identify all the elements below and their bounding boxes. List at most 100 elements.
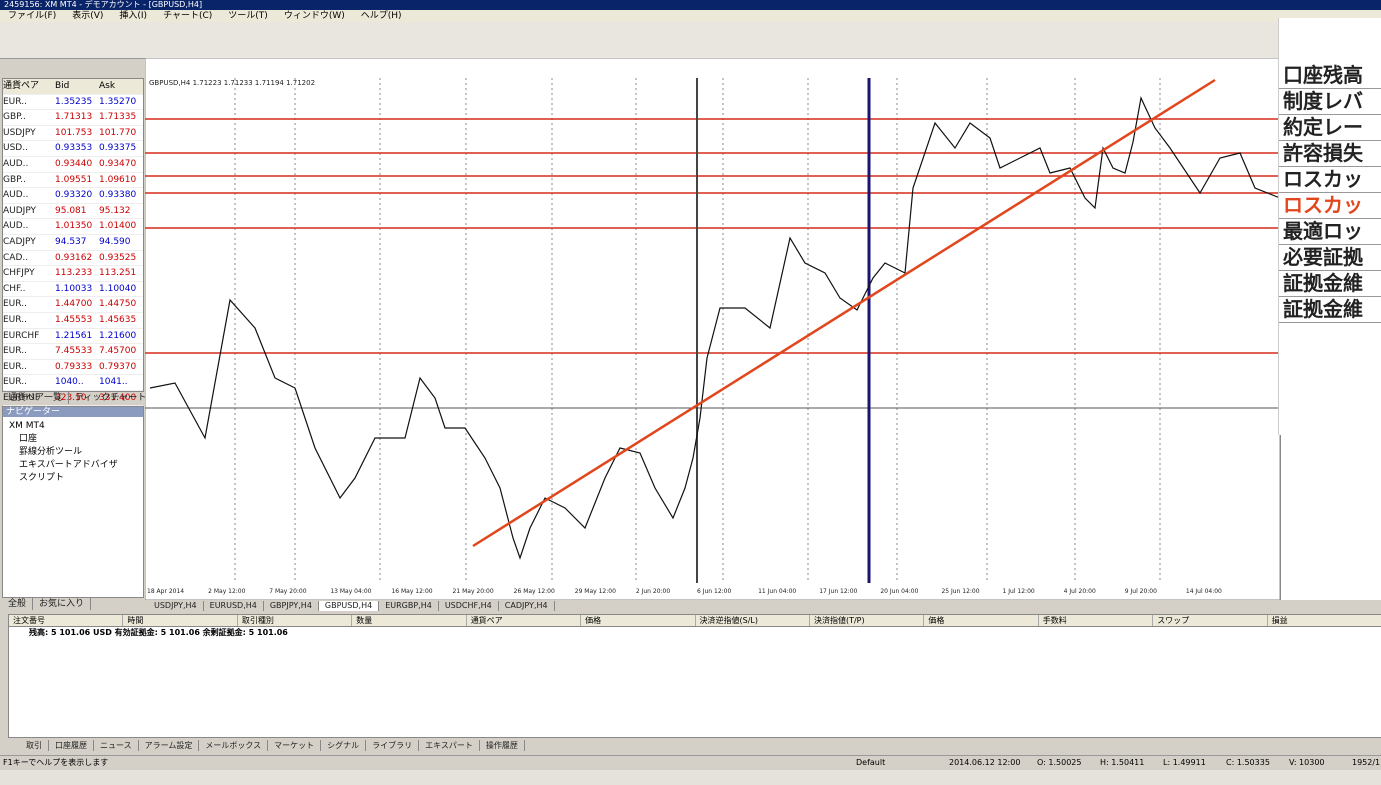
symbol-row[interactable]: EUR..1040..1041..: [3, 375, 143, 391]
chart-tab[interactable]: CADJPY,H4: [499, 601, 555, 611]
symbol-cell: 1.10033: [55, 282, 99, 297]
tab[interactable]: お気に入り: [33, 598, 91, 610]
calculator-row: 口座残高: [1279, 63, 1381, 89]
menu-item[interactable]: 挿入(I): [119, 11, 147, 21]
symbol-cell: CHFJPY: [3, 266, 55, 281]
taskbar: [0, 770, 1381, 785]
symbol-cell: 1.35270: [99, 95, 139, 110]
navigator-item[interactable]: XM MT4: [9, 420, 137, 433]
symbol-cell: 94.537: [55, 235, 99, 250]
symbol-cell: AUD..: [3, 188, 55, 203]
tab[interactable]: メールボックス: [199, 740, 268, 751]
time-label: 21 May 20:00: [453, 588, 494, 595]
navigator-item[interactable]: 罫線分析ツール: [9, 446, 137, 459]
menu-item[interactable]: ウィンドウ(W): [284, 11, 345, 21]
symbol-cell: 1.09610: [99, 173, 139, 188]
market-watch: 通貨ペアBidAskEUR..1.352351.35270GBP..1.7131…: [2, 78, 144, 392]
symbol-cell: GBP..: [3, 173, 55, 188]
navigator-item[interactable]: スクリプト: [9, 472, 137, 485]
time-label: 29 May 12:00: [575, 588, 616, 595]
tab[interactable]: マーケット: [268, 740, 321, 751]
time-label: 14 Jul 04:00: [1186, 588, 1222, 595]
menu-item[interactable]: 表示(V): [72, 11, 103, 21]
tab[interactable]: 取引: [20, 740, 49, 751]
symbol-cell: USDJPY: [3, 126, 55, 141]
tab[interactable]: ニュース: [94, 740, 139, 751]
chart-tab[interactable]: EURUSD,H4: [204, 601, 264, 611]
symbol-cell: 95.081: [55, 204, 99, 219]
symbol-cell: GBP..: [3, 110, 55, 125]
tab[interactable]: ライブラリ: [366, 740, 419, 751]
title-bar: 2459156: XM MT4 - デモアカウント - [GBPUSD,H4]: [0, 0, 1381, 10]
chart-tab[interactable]: EURGBP,H4: [379, 601, 439, 611]
symbol-cell: 1.09551: [55, 173, 99, 188]
menu-item[interactable]: チャート(C): [163, 11, 212, 21]
tab[interactable]: ティックチャート: [69, 392, 153, 404]
navigator-item[interactable]: 口座: [9, 433, 137, 446]
calculator-row: 証拠金維: [1279, 271, 1381, 297]
tab[interactable]: アラーム設定: [139, 740, 200, 751]
symbol-cell: EUR..: [3, 344, 55, 359]
chart-tab[interactable]: USDJPY,H4: [148, 601, 204, 611]
status-field: Default: [853, 756, 946, 770]
menu-item[interactable]: ツール(T): [228, 11, 268, 21]
symbol-cell: 0.93440: [55, 157, 99, 172]
tab[interactable]: 操作履歴: [480, 740, 525, 751]
calculator-panel: 口座残高制度レバ約定レー許容損失ロスカッロスカッ最適ロッ必要証拠証拠金維証拠金維: [1278, 18, 1381, 435]
symbol-cell: 1.10040: [99, 282, 139, 297]
time-label: 11 Jun 04:00: [758, 588, 796, 595]
status-field: F1キーでヘルプを表示します: [0, 756, 853, 770]
calculator-row: ロスカッ: [1279, 167, 1381, 193]
status-field: 2014.06.12 12:00: [946, 756, 1034, 770]
menu-item[interactable]: ヘルプ(H): [361, 11, 402, 21]
time-label: 26 May 12:00: [514, 588, 555, 595]
calculator-row: 許容損失: [1279, 141, 1381, 167]
time-label: 17 Jun 12:00: [819, 588, 857, 595]
tab[interactable]: 通貨ペア一覧: [2, 392, 69, 404]
symbol-cell: EURCHF: [3, 329, 55, 344]
tab[interactable]: 口座履歴: [49, 740, 94, 751]
symbol-cell: 1.45635: [99, 313, 139, 328]
tab[interactable]: シグナル: [321, 740, 366, 751]
chart-tab[interactable]: USDCHF,H4: [439, 601, 499, 611]
symbol-cell: 1.44700: [55, 297, 99, 312]
symbol-cell: 0.93353: [55, 141, 99, 156]
terminal-column: 注文番号: [9, 615, 123, 626]
column-header: 通貨ペア: [3, 79, 55, 94]
calculator-row: 必要証拠: [1279, 245, 1381, 271]
navigator-title: ナビゲーター: [3, 407, 143, 417]
chart-tab[interactable]: GBPUSD,H4: [319, 601, 379, 611]
time-label: 2 May 12:00: [208, 588, 246, 595]
navigator-item[interactable]: エキスパートアドバイザ: [9, 459, 137, 472]
tab[interactable]: エキスパート: [419, 740, 480, 751]
symbol-cell: 1.35235: [55, 95, 99, 110]
menu-item[interactable]: ファイル(F): [8, 11, 56, 21]
terminal-column: 取引種別: [238, 615, 352, 626]
time-label: 4 Jul 20:00: [1064, 588, 1096, 595]
symbol-cell: EUR..: [3, 95, 55, 110]
time-label: 18 Apr 2014: [147, 588, 184, 595]
chart-tab[interactable]: GBPJPY,H4: [264, 601, 319, 611]
symbol-cell: EUR..: [3, 375, 55, 390]
tab[interactable]: 全般: [2, 598, 33, 610]
symbol-cell: CADJPY: [3, 235, 55, 250]
